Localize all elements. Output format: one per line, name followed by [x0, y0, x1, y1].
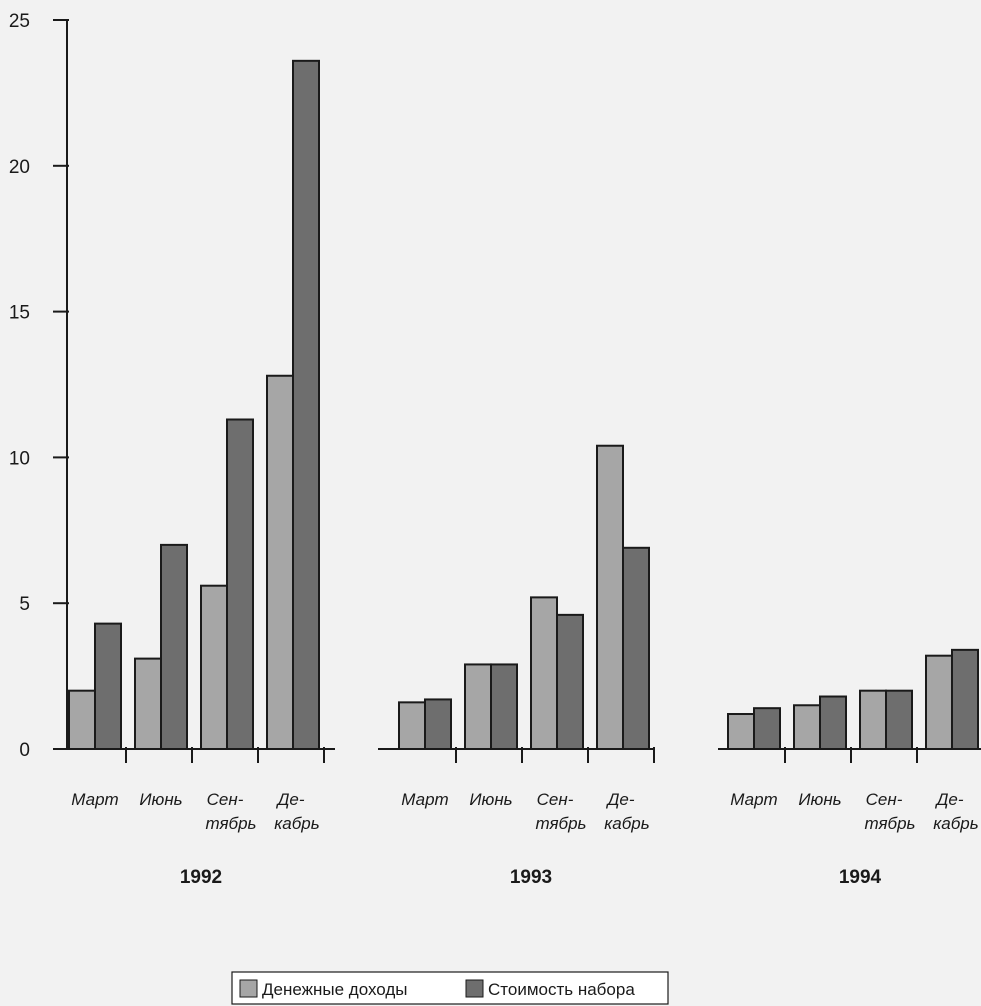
- bars: [68, 59, 979, 751]
- category-label: кабрь: [933, 814, 978, 833]
- bar-income: [134, 657, 162, 750]
- category-label: тябрь: [205, 814, 256, 833]
- category-label: кабрь: [604, 814, 649, 833]
- legend-box: [231, 971, 669, 1005]
- axes: 0 5 10 15 20 25: [9, 11, 981, 763]
- category-label: Июнь: [798, 790, 841, 809]
- category-label: Сен-: [537, 790, 574, 809]
- year-label: 1994: [839, 867, 882, 888]
- y-tick-label: 0: [19, 740, 30, 761]
- category-label: Де-: [934, 790, 963, 809]
- bar-income: [266, 374, 294, 750]
- category-label: тябрь: [535, 814, 586, 833]
- category-label: Де-: [275, 790, 304, 809]
- year-label: 1993: [510, 867, 552, 888]
- bar-income: [596, 444, 624, 750]
- legend-swatch-cost: [465, 979, 484, 998]
- category-labels: Март Июнь Сен-тябрь Де-кабрь 1992 Март Июнь Сен…: [71, 790, 978, 888]
- y-tick-label: 10: [9, 448, 30, 469]
- bar-income: [398, 701, 426, 750]
- bar-income: [925, 654, 953, 750]
- category-label: тябрь: [864, 814, 915, 833]
- category-label: Июнь: [469, 790, 512, 809]
- legend-label-cost: Стоимость набора: [488, 980, 635, 999]
- bar-income: [530, 596, 558, 750]
- bar-cost: [951, 648, 979, 751]
- bar-cost: [94, 622, 122, 750]
- legend-swatch-income: [239, 979, 258, 998]
- bar-cost: [490, 663, 518, 750]
- bar-income: [200, 584, 228, 750]
- bar-income: [793, 704, 821, 751]
- bar-income: [68, 689, 96, 750]
- y-tick-label: 20: [9, 157, 30, 178]
- bar-cost: [160, 543, 188, 750]
- bar-income: [859, 689, 887, 750]
- legend-label-income: Денежные доходы: [262, 980, 408, 999]
- category-label: кабрь: [274, 814, 319, 833]
- bar-cost: [226, 418, 254, 750]
- category-label: Март: [730, 790, 777, 809]
- category-label: Март: [401, 790, 448, 809]
- bar-cost: [622, 546, 650, 751]
- bar-cost: [885, 689, 913, 750]
- category-label: Де-: [605, 790, 634, 809]
- category-label: Март: [71, 790, 118, 809]
- bar-cost: [753, 707, 781, 751]
- y-tick-label: 25: [9, 11, 30, 32]
- y-tick-label: 15: [9, 303, 30, 324]
- bar-cost: [292, 59, 320, 751]
- legend: Денежные доходы Стоимость набора: [231, 971, 669, 1005]
- category-label: Июнь: [139, 790, 182, 809]
- bar-cost: [556, 613, 584, 751]
- bar-cost: [819, 695, 847, 751]
- category-label: Сен-: [207, 790, 244, 809]
- bar-cost: [424, 698, 452, 750]
- category-label: Сен-: [866, 790, 903, 809]
- bar-income: [727, 713, 755, 750]
- bar-income: [464, 663, 492, 750]
- year-label: 1992: [180, 867, 222, 888]
- y-tick-label: 5: [19, 594, 30, 615]
